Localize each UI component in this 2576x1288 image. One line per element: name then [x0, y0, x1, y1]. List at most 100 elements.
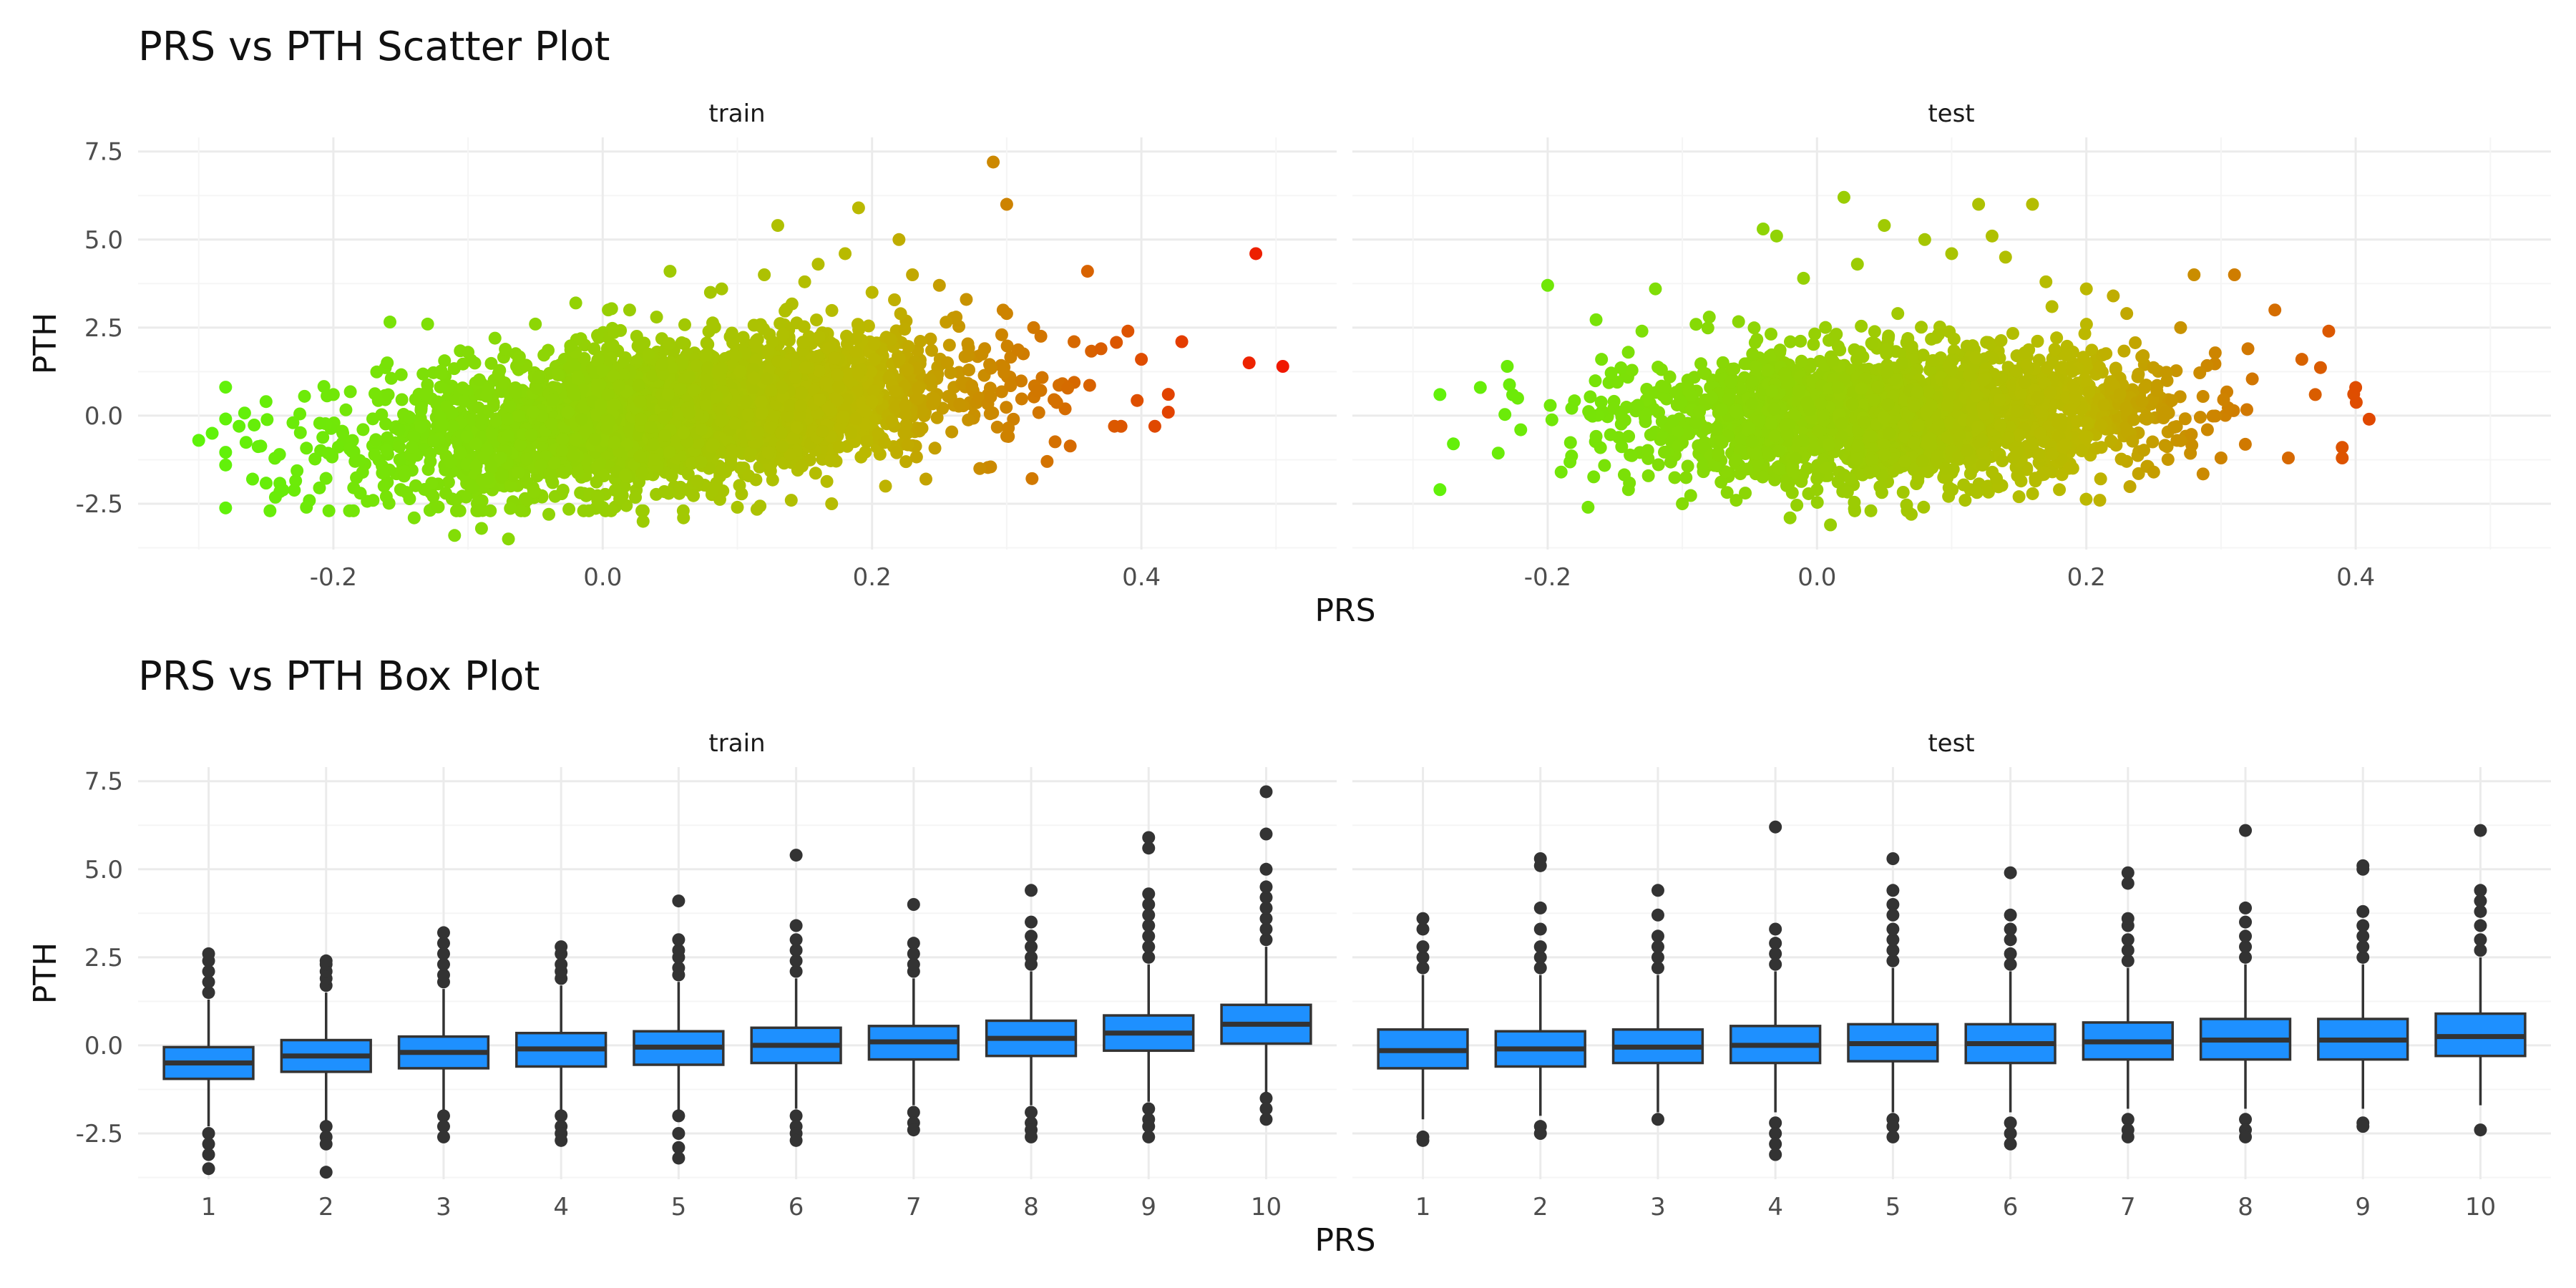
scatter-point [494, 451, 507, 464]
scatter-point [741, 408, 755, 421]
scatter-point [657, 411, 670, 424]
scatter-point [995, 328, 1008, 341]
scatter-point [1565, 401, 1579, 415]
scatter-point [796, 336, 810, 349]
scatter-point [927, 392, 941, 406]
scatter-point [750, 502, 763, 516]
scatter-point [298, 389, 311, 403]
scatter-point [245, 472, 259, 486]
scatter-point [924, 332, 937, 346]
scatter-point [556, 433, 570, 447]
scatter-point [431, 500, 445, 514]
scatter-point [1161, 406, 1175, 419]
scatter-point [1604, 428, 1617, 441]
scatter-point [368, 448, 381, 462]
scatter-point [894, 307, 907, 321]
scatter-point [535, 458, 548, 472]
scatter-point [677, 511, 691, 525]
scatter-point [395, 393, 409, 406]
scatter-point [441, 475, 455, 489]
scatter-point [474, 412, 488, 426]
scatter-point [547, 456, 561, 469]
scatter-point [2161, 453, 2175, 467]
scatter-point [608, 484, 622, 497]
scatter-point [407, 511, 421, 525]
scatter-point [2185, 428, 2198, 441]
scatter-point [398, 469, 411, 482]
scatter-point [569, 296, 582, 310]
scatter-point [421, 317, 434, 331]
scatter-point [1000, 401, 1013, 414]
scatter-point [512, 466, 525, 479]
scatter-point [1873, 480, 1887, 494]
scatter-point [694, 455, 708, 469]
scatter-point [706, 484, 719, 498]
scatter-point [789, 371, 802, 384]
scatter-point [2094, 472, 2107, 486]
scatter-point [1625, 449, 1639, 462]
scatter-point [953, 397, 967, 411]
scatter-point [849, 346, 863, 359]
scatter-train-points [192, 155, 1289, 546]
scatter-point [1080, 265, 1094, 278]
scatter-point [997, 366, 1011, 379]
scatter-point [1819, 321, 1833, 334]
scatter-point [862, 319, 875, 333]
scatter-point [434, 366, 448, 380]
scatter-point [820, 474, 834, 488]
scatter-point [678, 318, 691, 331]
scatter-point [381, 388, 395, 401]
scatter-point [695, 423, 708, 436]
scatter-point [1617, 468, 1631, 482]
scatter-point [591, 353, 605, 367]
scatter-point [291, 464, 304, 477]
scatter-point [930, 411, 944, 424]
scatter-point [647, 437, 660, 451]
scatter-point [1000, 339, 1014, 353]
scatter-point [260, 413, 274, 426]
scatter-point [2026, 487, 2039, 500]
scatter-point [783, 399, 796, 413]
scatter-point [1025, 472, 1039, 485]
scatter-point [1790, 498, 1804, 512]
scatter-point [766, 335, 779, 348]
scatter-point [688, 384, 701, 397]
scatter-point [728, 416, 741, 430]
scatter-point [457, 357, 470, 371]
scatter-point [884, 333, 897, 346]
scatter-point [839, 247, 852, 260]
scatter-point [1917, 500, 1931, 514]
scatter-point [663, 337, 676, 351]
scatter-point [623, 303, 636, 317]
scatter-point [775, 439, 789, 453]
scatter-point [633, 449, 647, 463]
scatter-point [1000, 307, 1013, 321]
scatter-point [665, 469, 678, 483]
scatter-point [571, 466, 585, 479]
scatter-point [1032, 406, 1045, 419]
scatter-point [545, 417, 558, 431]
scatter-point [525, 428, 538, 441]
scatter-point [774, 426, 788, 439]
scatter-point [273, 448, 286, 462]
scatter-point [464, 478, 477, 492]
scatter-point [710, 390, 723, 404]
scatter-point [899, 455, 913, 469]
scatter-point [1175, 335, 1189, 348]
scatter-point [909, 450, 923, 464]
scatter-point [962, 364, 976, 377]
scatter-point [308, 452, 322, 466]
scatter-point [798, 275, 811, 288]
scatter-point [983, 407, 997, 421]
scatter-point [380, 444, 394, 457]
scatter-point [403, 411, 416, 424]
scatter-point [725, 326, 738, 340]
scatter-point [381, 356, 394, 370]
scatter-point [726, 444, 739, 458]
scatter-point [1855, 319, 1868, 333]
scatter-point [1061, 381, 1075, 395]
scatter-point [632, 379, 645, 392]
scatter-point [2099, 347, 2113, 361]
scatter-point [1083, 379, 1096, 392]
